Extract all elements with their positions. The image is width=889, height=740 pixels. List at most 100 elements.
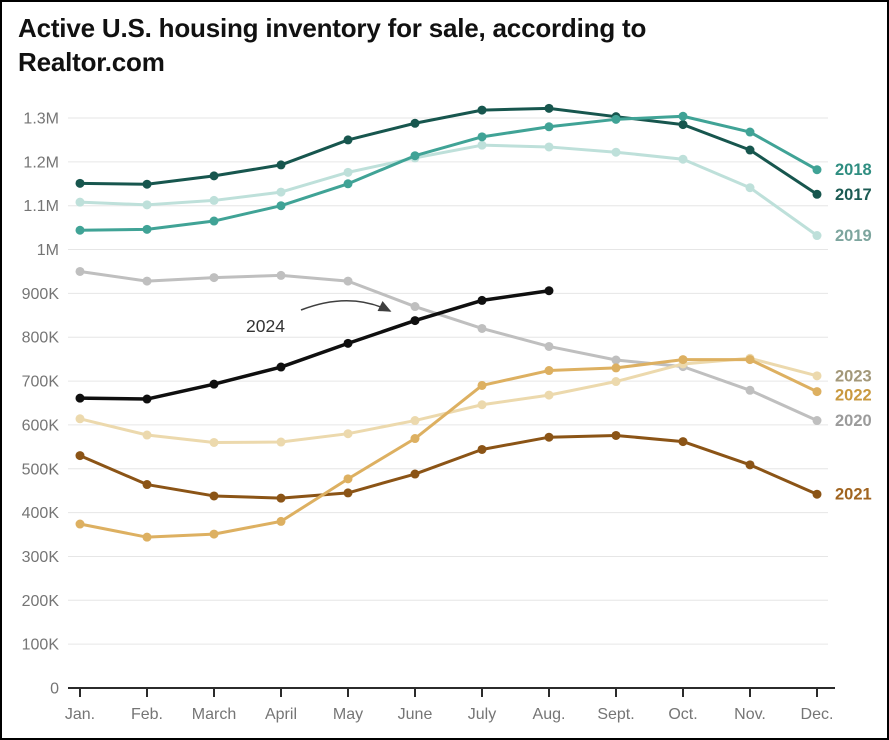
annotation-2024-label: 2024 (246, 316, 285, 336)
data-point-2019 (544, 142, 554, 152)
data-point-2021 (142, 480, 152, 490)
data-point-2021 (75, 451, 85, 461)
data-point-2018 (544, 122, 554, 132)
year-label-2021: 2021 (835, 486, 872, 504)
data-point-2022 (75, 519, 85, 529)
data-point-2022 (611, 363, 621, 373)
data-point-2018 (678, 111, 688, 121)
x-tick-label: Aug. (533, 706, 566, 723)
data-point-2018 (75, 225, 85, 235)
year-label-2023: 2023 (835, 367, 872, 385)
data-point-2017 (142, 179, 152, 189)
data-point-2024 (209, 379, 219, 389)
data-point-2018 (812, 165, 822, 175)
data-point-2024 (343, 338, 353, 348)
y-tick-label: 300K (22, 549, 60, 566)
data-point-2018 (343, 179, 353, 189)
data-point-2019 (477, 140, 487, 150)
data-point-2020 (745, 385, 755, 395)
data-point-2019 (812, 231, 822, 241)
data-point-2018 (276, 201, 286, 211)
data-point-2019 (142, 200, 152, 210)
y-tick-label: 500K (22, 461, 60, 478)
data-point-2022 (745, 355, 755, 365)
data-point-2021 (343, 488, 353, 498)
series-line-2017 (79, 106, 818, 196)
data-point-2024 (142, 394, 152, 404)
data-point-2020 (812, 416, 822, 426)
x-tick-label: April (265, 706, 297, 723)
y-tick-label: 700K (22, 374, 60, 391)
data-point-2023 (75, 414, 85, 424)
data-point-2023 (343, 429, 353, 439)
data-point-2017 (812, 189, 822, 199)
data-point-2021 (544, 432, 554, 442)
x-tick-label: May (333, 706, 363, 723)
data-point-2017 (410, 118, 420, 128)
y-tick-label: 1.3M (23, 111, 59, 128)
data-point-2019 (75, 197, 85, 207)
data-point-2020 (209, 273, 219, 283)
x-tick-label: Sept. (597, 706, 634, 723)
data-point-2023 (276, 437, 286, 447)
data-point-2021 (812, 489, 822, 499)
series-line-2019 (79, 143, 818, 237)
data-point-2021 (410, 469, 420, 479)
data-point-2023 (142, 430, 152, 440)
data-point-2023 (477, 400, 487, 410)
data-point-2019 (343, 167, 353, 177)
data-point-2020 (343, 276, 353, 286)
data-point-2017 (477, 105, 487, 115)
y-tick-label: 200K (22, 593, 60, 610)
data-point-2020 (276, 270, 286, 280)
data-point-2022 (477, 380, 487, 390)
data-point-2019 (745, 183, 755, 193)
data-point-2019 (276, 187, 286, 197)
data-point-2017 (276, 160, 286, 170)
data-point-2023 (611, 377, 621, 387)
y-tick-label: 0 (50, 681, 59, 698)
data-point-2023 (209, 437, 219, 447)
data-point-2019 (209, 195, 219, 205)
data-point-2017 (209, 171, 219, 181)
year-label-2020: 2020 (835, 412, 872, 430)
x-tick-label: Jan. (65, 706, 95, 723)
x-tick-label: March (192, 706, 236, 723)
data-point-2022 (812, 387, 822, 397)
data-point-2017 (678, 120, 688, 130)
data-point-2017 (343, 135, 353, 145)
y-tick-label: 100K (22, 637, 60, 654)
data-point-2020 (544, 341, 554, 351)
series-line-2021 (79, 433, 818, 500)
data-point-2019 (678, 154, 688, 164)
data-point-2024 (544, 286, 554, 296)
data-point-2018 (410, 151, 420, 161)
x-tick-label: Nov. (734, 706, 766, 723)
data-point-2021 (611, 430, 621, 440)
data-point-2022 (343, 474, 353, 484)
x-tick-label: Dec. (801, 706, 834, 723)
year-label-2018: 2018 (835, 161, 872, 179)
data-point-2020 (142, 276, 152, 286)
data-point-2022 (678, 355, 688, 365)
data-point-2024 (75, 393, 85, 403)
data-point-2024 (477, 295, 487, 305)
data-point-2018 (611, 114, 621, 124)
data-point-2022 (276, 516, 286, 526)
data-point-2017 (75, 178, 85, 188)
data-point-2023 (812, 371, 822, 381)
data-point-2022 (410, 434, 420, 444)
data-point-2018 (477, 132, 487, 142)
data-point-2022 (544, 366, 554, 376)
data-point-2018 (209, 216, 219, 226)
series-line-2023 (79, 356, 818, 444)
data-point-2020 (75, 266, 85, 276)
year-label-2017: 2017 (835, 186, 872, 204)
data-point-2021 (678, 437, 688, 447)
data-point-2024 (410, 316, 420, 326)
data-point-2018 (745, 127, 755, 137)
y-tick-label: 600K (22, 417, 60, 434)
data-point-2020 (611, 355, 621, 365)
